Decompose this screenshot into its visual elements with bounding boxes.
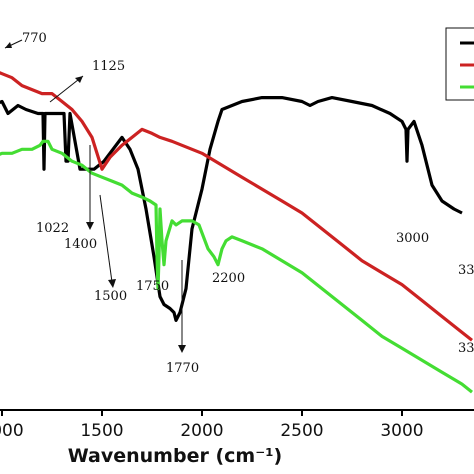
series-line-1 xyxy=(0,95,463,322)
annotation-arrow xyxy=(99,194,113,283)
annotation-1125: 1125 xyxy=(92,59,125,74)
arrowhead xyxy=(5,42,12,48)
annotation-3000: 3000 xyxy=(396,231,429,246)
legend-box xyxy=(445,27,474,101)
arrowhead xyxy=(75,76,83,83)
x-tick-label: 1500 xyxy=(80,421,123,441)
x-tick-label: 2000 xyxy=(180,421,223,441)
annotation-1400: 1400 xyxy=(64,237,97,252)
series-lines xyxy=(0,71,473,394)
annotation-2200: 2200 xyxy=(212,271,245,286)
annotation-770: 770 xyxy=(22,31,47,46)
annotation-1770: 1770 xyxy=(166,361,199,376)
arrowhead xyxy=(178,345,186,353)
x-tick-labels: 1000 1500 2000 2500 3000 xyxy=(0,410,424,441)
x-tick-label: 1000 xyxy=(0,421,24,441)
arrowhead xyxy=(108,279,116,288)
annotation-33-lower: 33 xyxy=(458,341,474,356)
annotation-1022: 1022 xyxy=(36,221,69,236)
annotation-1750: 1750 xyxy=(136,279,169,294)
annotation-33: 33 xyxy=(458,263,474,278)
series-line-2 xyxy=(0,71,473,342)
annotation-1500: 1500 xyxy=(94,289,127,304)
x-tick-label: 2500 xyxy=(280,421,323,441)
series-line-3 xyxy=(0,139,473,394)
annotations: 770 1125 1022 1400 1500 1750 1770 2200 3… xyxy=(4,31,474,376)
x-tick-label: 3000 xyxy=(380,421,423,441)
x-axis-label: Wavenumber (cm⁻¹) xyxy=(68,445,282,467)
arrowhead xyxy=(86,222,94,230)
